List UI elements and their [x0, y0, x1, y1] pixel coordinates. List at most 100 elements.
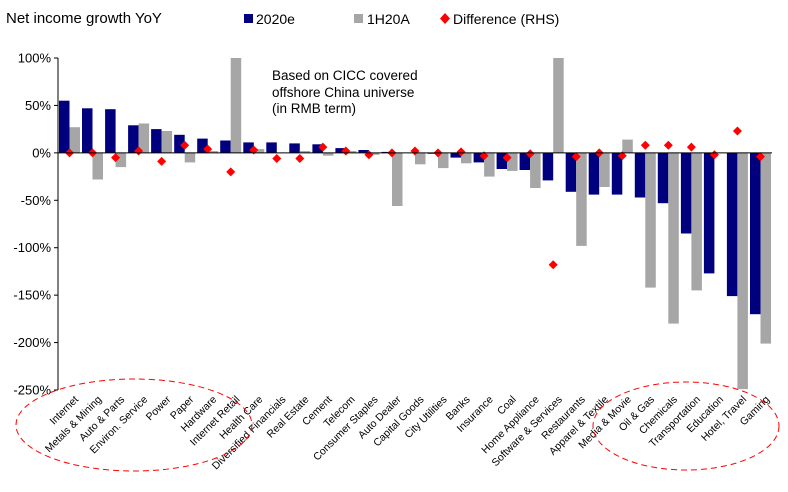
- legend-swatch-1h20a: [354, 14, 363, 23]
- bar-2020e-software-services: [542, 152, 554, 181]
- bar-1h20a-internet-retail: [230, 58, 242, 153]
- bar-1h20a-auto-dealer: [392, 152, 403, 206]
- note-line-2: offshore China universe: [272, 85, 414, 100]
- bar-1h20a-city-utilities: [438, 152, 449, 169]
- diamond-difference-power: [157, 156, 167, 166]
- bar-2020e-hardware: [197, 138, 208, 153]
- diamond-difference-chemicals: [663, 140, 673, 150]
- axes: [57, 58, 772, 390]
- diamond-difference-hardware: [203, 144, 213, 154]
- legend-label-1h20a: 1H20A: [367, 11, 410, 27]
- bar-1h20a-insurance: [484, 152, 495, 177]
- bar-2020e-restaurants: [565, 152, 577, 192]
- bar-2020e-coal: [496, 152, 508, 169]
- highlight-ellipse-left: [15, 378, 253, 472]
- bar-2020e-auto-dealer: [381, 151, 392, 153]
- bar-2020e-hotel-travel: [726, 152, 738, 297]
- y-tick-label: 100%: [18, 51, 52, 66]
- bar-2020e-insurance: [473, 152, 485, 163]
- bar-2020e-home-appliance: [519, 152, 531, 170]
- legend-swatch-2020e: [244, 14, 253, 23]
- bar-1h20a-software-services: [553, 58, 564, 153]
- chart-title: Net income growth YoY: [6, 10, 162, 27]
- diamond-difference-oil-gas: [640, 140, 650, 150]
- bar-2020e-auto-parts: [105, 109, 116, 153]
- legend-label-2020e: 2020e: [256, 11, 295, 27]
- bar-2020e-banks: [450, 152, 461, 158]
- bar-2020e-gaming: [750, 152, 761, 315]
- bar-2020e-real-estate: [289, 143, 300, 153]
- y-tick-label: -150%: [13, 288, 51, 303]
- bar-2020e-consumer-staples: [358, 150, 369, 153]
- bar-2020e-education: [703, 152, 715, 274]
- bar-2020e-transportation: [680, 152, 692, 234]
- diamond-difference-auto-parts: [111, 153, 121, 163]
- bar-1h20a-hardware: [207, 151, 219, 153]
- bar-1h20a-real-estate: [299, 151, 311, 153]
- legend-marker-difference: [440, 13, 450, 24]
- diamond-difference-restaurants: [571, 152, 581, 162]
- diamond-difference-home-appliance: [525, 149, 535, 159]
- diamond-difference-transportation: [686, 142, 696, 152]
- bar-2020e-internet: [59, 100, 70, 153]
- diamond-difference-paper: [180, 140, 190, 150]
- legend: 2020e 1H20A Difference (RHS): [244, 11, 559, 27]
- y-tick-label: -200%: [13, 335, 51, 350]
- diamond-difference-insurance: [479, 151, 489, 161]
- y-axis-ticks: 100% 50% 0% -50% -100% -150% -200% -250%: [13, 51, 58, 398]
- bar-2020e-chemicals: [657, 152, 669, 204]
- bar-2020e-environ-service: [128, 125, 139, 153]
- bar-1h20a-consumer-staples: [368, 152, 380, 155]
- bar-2020e-diversified-financials: [266, 142, 277, 153]
- bars: [59, 58, 771, 390]
- bar-1h20a-environ-service: [138, 123, 150, 153]
- diamond-difference-software-services: [548, 260, 558, 270]
- diamond-difference-cement: [318, 142, 328, 152]
- y-tick-label: 50%: [25, 98, 51, 113]
- bar-1h20a-coal: [507, 152, 518, 171]
- bar-1h20a-auto-parts: [115, 152, 127, 168]
- bar-1h20a-telecom: [345, 151, 357, 153]
- y-tick-label: -250%: [13, 383, 51, 398]
- bar-1h20a-media-movie: [622, 139, 633, 153]
- legend-label-difference: Difference (RHS): [453, 11, 559, 27]
- y-tick-label: -50%: [21, 193, 52, 208]
- note-line-1: Based on CICC covered: [272, 68, 418, 83]
- diamond-difference-diversified-financials: [272, 154, 282, 164]
- y-tick-label: -100%: [13, 240, 51, 255]
- bar-1h20a-cement: [322, 152, 334, 156]
- bar-1h20a-metals-mining: [92, 152, 103, 180]
- bar-2020e-health-care: [243, 142, 254, 153]
- highlight-ellipse-right: [592, 381, 780, 471]
- bar-2020e-metals-mining: [82, 108, 93, 153]
- bar-1h20a-internet: [69, 127, 80, 153]
- diamond-difference-health-care: [249, 145, 259, 155]
- category-label-power: Power: [144, 393, 174, 423]
- diamond-difference-telecom: [341, 146, 351, 156]
- bar-2020e-paper: [174, 134, 185, 153]
- bar-2020e-media-movie: [611, 152, 623, 195]
- y-tick-label: 0%: [32, 145, 51, 160]
- bar-1h20a-capital-goods: [415, 152, 426, 165]
- bar-1h20a-oil-gas: [645, 152, 656, 288]
- diamond-difference-banks: [456, 147, 466, 157]
- bar-2020e-telecom: [335, 148, 346, 153]
- bar-2020e-cement: [312, 144, 323, 153]
- bar-1h20a-chemicals: [668, 152, 679, 324]
- bar-1h20a-home-appliance: [530, 152, 541, 188]
- bar-1h20a-gaming: [760, 152, 771, 344]
- diamond-difference-gaming: [755, 152, 765, 162]
- bar-1h20a-hotel-travel: [737, 152, 748, 390]
- bar-1h20a-health-care: [253, 149, 265, 153]
- diamond-difference-hotel-travel: [732, 126, 742, 136]
- bar-1h20a-power: [161, 131, 173, 153]
- bar-1h20a-paper: [184, 152, 196, 163]
- diamond-difference-media-movie: [617, 151, 627, 161]
- note-line-3: (in RMB term): [272, 101, 356, 116]
- bar-2020e-power: [151, 129, 162, 153]
- diamond-difference-coal: [502, 153, 512, 163]
- bar-2020e-oil-gas: [634, 152, 646, 198]
- bar-1h20a-banks: [461, 152, 472, 164]
